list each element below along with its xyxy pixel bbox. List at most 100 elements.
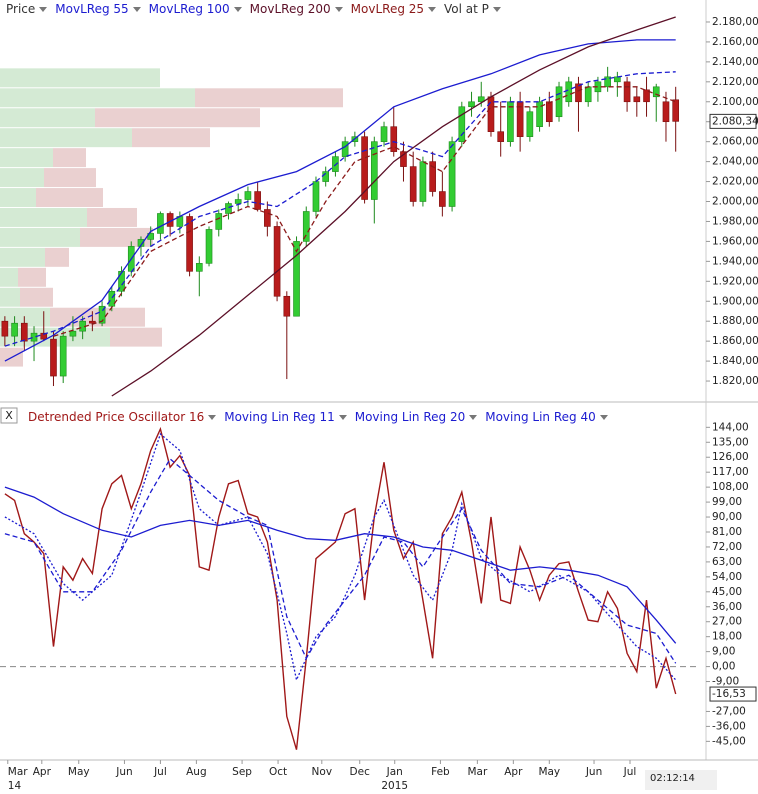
legend-menu-arrow[interactable] bbox=[208, 415, 217, 420]
legend-entry[interactable]: Moving Lin Reg 11 bbox=[224, 410, 335, 424]
legend-menu-arrow[interactable] bbox=[599, 415, 608, 420]
legend-bottom: Detrended Price Oscillator 16 Moving Lin … bbox=[28, 410, 608, 424]
candle-body bbox=[273, 226, 281, 297]
y-tick-label: 117,00 bbox=[712, 466, 749, 478]
y-tick-label: 18,00 bbox=[712, 631, 742, 643]
candle-body bbox=[633, 96, 641, 103]
candle-body bbox=[264, 209, 271, 227]
candle-body bbox=[429, 161, 436, 192]
volume-down-bar bbox=[80, 227, 153, 247]
candle-body bbox=[186, 216, 193, 272]
candle-body bbox=[662, 101, 670, 123]
y-tick-label: 2.060,00 bbox=[712, 136, 758, 148]
candle-body bbox=[468, 101, 475, 108]
x-tick-label: Mar bbox=[467, 766, 487, 778]
legend-entry[interactable]: Vol at P bbox=[444, 2, 489, 16]
y-tick-label: 2.000,00 bbox=[712, 196, 758, 208]
candle-body bbox=[477, 96, 485, 103]
y-tick-label: 144,00 bbox=[712, 421, 749, 433]
legend-menu-arrow[interactable] bbox=[492, 7, 501, 12]
candle-body bbox=[545, 101, 553, 123]
time-label: 02:12:14 bbox=[650, 773, 695, 784]
volume-up-bar bbox=[0, 128, 132, 148]
legend-menu-arrow[interactable] bbox=[469, 415, 478, 420]
close-button[interactable] bbox=[0, 407, 18, 424]
x-tick-label: Oct bbox=[269, 766, 287, 778]
x-tick-label: Feb bbox=[431, 766, 450, 778]
y-tick-label: -45,00 bbox=[712, 735, 746, 747]
candle-body bbox=[11, 322, 18, 337]
legend-menu-arrow[interactable] bbox=[334, 7, 343, 12]
candle-body bbox=[448, 141, 456, 207]
x-tick-label: May bbox=[538, 766, 560, 778]
candle-body bbox=[234, 199, 242, 204]
candle-body bbox=[439, 191, 446, 207]
legend-item: MovLReg 55 bbox=[55, 2, 141, 16]
legend-entry[interactable]: Moving Lin Reg 20 bbox=[354, 410, 466, 424]
volume-up-bar bbox=[0, 247, 45, 267]
candle-body bbox=[643, 89, 650, 103]
candle-body bbox=[69, 330, 77, 337]
volume-down-bar bbox=[20, 287, 53, 307]
legend-entry[interactable]: MovLReg 25 bbox=[350, 2, 425, 16]
volume-up-bar bbox=[0, 88, 195, 108]
legend-entry[interactable]: MovLReg 200 bbox=[249, 2, 331, 16]
candle-body bbox=[40, 332, 48, 340]
y-tick-label: 36,00 bbox=[712, 601, 742, 613]
candle-body bbox=[458, 106, 466, 142]
legend-menu-arrow[interactable] bbox=[132, 7, 141, 12]
y-tick-label: 1.840,00 bbox=[712, 355, 758, 367]
candle-body bbox=[409, 166, 417, 202]
volume-up-bar bbox=[0, 168, 44, 188]
indicator-line bbox=[53, 86, 676, 337]
candle-body bbox=[244, 191, 252, 200]
x-tick-label: May bbox=[68, 766, 90, 778]
x-tick-label: Dec bbox=[350, 766, 371, 778]
candle-body bbox=[215, 213, 223, 230]
close-icon[interactable]: X bbox=[5, 409, 13, 422]
y-tick-label: 2.100,00 bbox=[712, 96, 758, 108]
y-tick-label: 1.880,00 bbox=[712, 315, 758, 327]
y-tick-label: 2.160,000 bbox=[712, 36, 758, 48]
legend-item: Moving Lin Reg 20 bbox=[355, 410, 478, 424]
legend-menu-arrow[interactable] bbox=[39, 7, 48, 12]
volume-up-bar bbox=[0, 108, 95, 128]
y-tick-label: 126,00 bbox=[712, 451, 749, 463]
candle-body bbox=[89, 320, 96, 324]
candle-body bbox=[419, 161, 427, 202]
y-tick-label: -36,00 bbox=[712, 720, 746, 732]
candle-body bbox=[1, 320, 9, 337]
legend-menu-arrow[interactable] bbox=[428, 7, 437, 12]
y-tick-label: 2.020,00 bbox=[712, 176, 758, 188]
y-tick-label: 54,00 bbox=[712, 571, 742, 583]
legend-entry[interactable]: Moving Lin Reg 40 bbox=[485, 410, 596, 424]
legend-menu-arrow[interactable] bbox=[233, 7, 242, 12]
legend-entry[interactable]: Price bbox=[6, 2, 36, 16]
legend-entry[interactable]: MovLReg 55 bbox=[55, 2, 129, 16]
legend-menu-arrow[interactable] bbox=[338, 415, 347, 420]
last-value-label: 2.080,34 bbox=[712, 115, 758, 127]
candle-body bbox=[507, 101, 514, 142]
legend-entry[interactable]: MovLReg 100 bbox=[148, 2, 230, 16]
x-tick-label: Aug bbox=[186, 766, 207, 778]
indicator-line bbox=[4, 486, 677, 644]
candle-body bbox=[536, 101, 543, 128]
indicator-line bbox=[4, 39, 676, 362]
volume-down-bar bbox=[50, 307, 145, 327]
volume-up-bar bbox=[0, 68, 160, 88]
y-tick-label: 1.900,00 bbox=[712, 295, 758, 307]
candle-body bbox=[370, 141, 378, 200]
candle-body bbox=[254, 191, 261, 210]
volume-down-bar bbox=[53, 148, 86, 168]
volume-down-bar bbox=[110, 327, 162, 347]
candle-body bbox=[575, 83, 582, 103]
y-tick-label: 2.140,000 bbox=[712, 56, 758, 68]
x-tick-label: Nov bbox=[312, 766, 333, 778]
volume-up-bar bbox=[0, 307, 50, 327]
x-tick-label: Apr bbox=[33, 766, 52, 778]
legend-entry[interactable]: Detrended Price Oscillator 16 bbox=[28, 410, 205, 424]
legend-item: MovLReg 200 bbox=[250, 2, 343, 16]
